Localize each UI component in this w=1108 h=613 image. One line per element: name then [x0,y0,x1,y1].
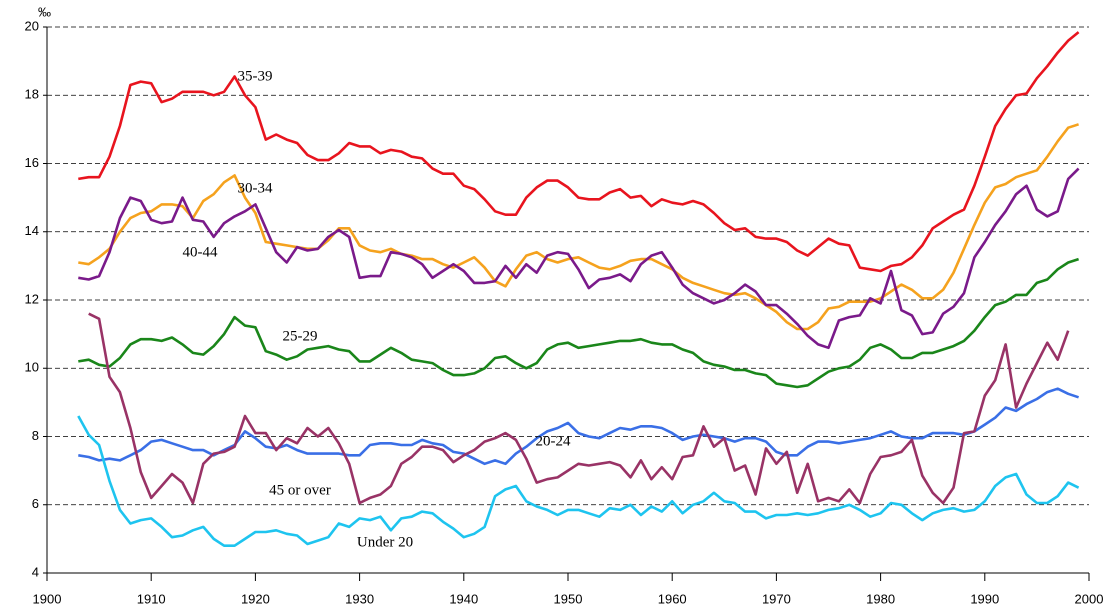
y-tick-label: 8 [32,428,39,443]
y-tick-label: 14 [25,223,39,238]
x-tick-label: 1990 [970,591,999,606]
y-tick-label: 18 [25,87,39,102]
x-tick-label: 1900 [33,591,62,606]
series-line [78,257,1080,389]
y-tick-label: 6 [32,496,39,511]
series-line [78,123,1080,331]
y-tick-label: 20 [25,18,39,33]
y-tick-label: 4 [32,564,39,579]
series-line [78,167,1080,350]
x-tick-label: 1950 [554,591,583,606]
series-line [78,387,1080,466]
x-tick-label: 2000 [1075,591,1104,606]
series-line [78,31,1080,273]
x-tick-label: 1970 [762,591,791,606]
series-line [88,312,1070,505]
x-tick-label: 1910 [137,591,166,606]
x-tick-label: 1920 [241,591,270,606]
y-unit: ‰ [38,4,51,19]
series-line [77,415,1080,547]
series-label: Under 20 [357,534,413,550]
series-label: 40-44 [183,244,218,260]
y-tick-label: 10 [25,360,39,375]
series-label: 25-29 [283,328,318,344]
x-tick-label: 1980 [866,591,895,606]
y-tick-label: 16 [25,155,39,170]
series-label: 20-24 [536,433,571,449]
series-label: 35-39 [238,68,273,84]
x-tick-label: 1930 [345,591,374,606]
series-label: 45 or over [269,482,331,498]
x-tick-label: 1960 [658,591,687,606]
series-label: 30-34 [238,180,273,196]
y-tick-label: 12 [25,291,39,306]
x-tick-label: 1940 [449,591,478,606]
